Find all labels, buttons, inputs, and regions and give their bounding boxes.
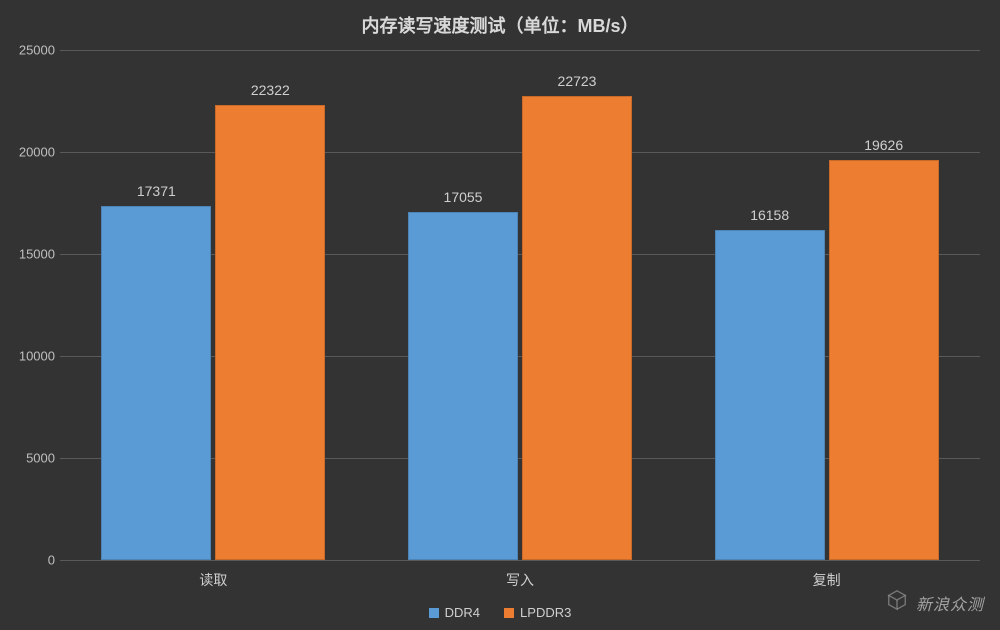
y-tick-label: 5000 bbox=[5, 451, 55, 466]
bar-value-label: 17371 bbox=[137, 183, 176, 199]
legend-label: LPDDR3 bbox=[520, 605, 571, 620]
legend-item: LPDDR3 bbox=[504, 605, 571, 620]
bar-DDR4: 16158 bbox=[715, 230, 825, 560]
bar-group: 1615819626复制 bbox=[673, 50, 980, 560]
y-tick-label: 15000 bbox=[5, 247, 55, 262]
plot-area: 1737122322读取1705522723写入1615819626复制 bbox=[60, 50, 980, 560]
chart-title: 内存读写速度测试（单位：MB/s） bbox=[0, 12, 1000, 38]
cube-icon bbox=[886, 589, 908, 616]
legend-item: DDR4 bbox=[429, 605, 480, 620]
watermark: 新浪众测 bbox=[886, 589, 984, 616]
x-axis-label: 读取 bbox=[60, 570, 367, 590]
bar-DDR4: 17371 bbox=[101, 206, 211, 560]
y-tick-label: 0 bbox=[5, 553, 55, 568]
legend-label: DDR4 bbox=[445, 605, 480, 620]
x-axis-label: 复制 bbox=[673, 570, 980, 590]
bar-LPDDR3: 22723 bbox=[522, 96, 632, 560]
legend: DDR4 LPDDR3 bbox=[0, 605, 1000, 620]
bar-DDR4: 17055 bbox=[408, 212, 518, 560]
y-tick-label: 20000 bbox=[5, 145, 55, 160]
bar-LPDDR3: 19626 bbox=[829, 160, 939, 560]
bar-group: 1737122322读取 bbox=[60, 50, 367, 560]
bar-value-label: 22723 bbox=[558, 73, 597, 89]
bar-value-label: 22322 bbox=[251, 82, 290, 98]
legend-swatch bbox=[429, 608, 439, 618]
bar-groups: 1737122322读取1705522723写入1615819626复制 bbox=[60, 50, 980, 560]
bar-value-label: 17055 bbox=[444, 189, 483, 205]
gridline bbox=[60, 560, 980, 561]
legend-swatch bbox=[504, 608, 514, 618]
watermark-text: 新浪众测 bbox=[916, 591, 984, 615]
y-tick-label: 25000 bbox=[5, 43, 55, 58]
bar-LPDDR3: 22322 bbox=[215, 105, 325, 560]
chart-container: 内存读写速度测试（单位：MB/s） 1737122322读取1705522723… bbox=[0, 0, 1000, 630]
y-tick-label: 10000 bbox=[5, 349, 55, 364]
bar-value-label: 19626 bbox=[864, 137, 903, 153]
bar-group: 1705522723写入 bbox=[367, 50, 674, 560]
x-axis-label: 写入 bbox=[367, 570, 674, 590]
bar-value-label: 16158 bbox=[750, 207, 789, 223]
